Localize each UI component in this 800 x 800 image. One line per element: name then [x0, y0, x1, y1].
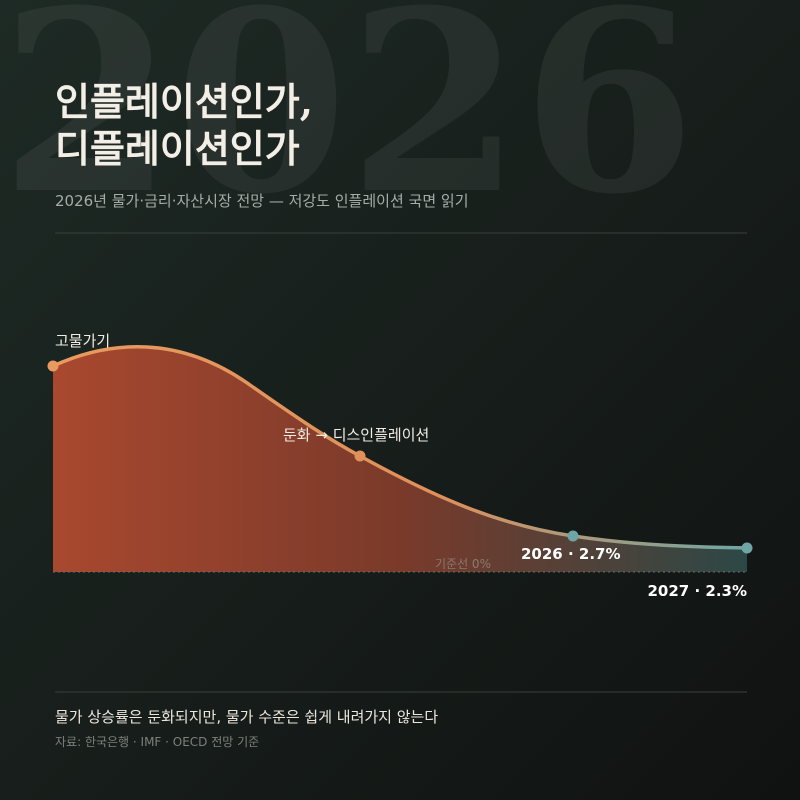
point [354, 450, 366, 462]
footer-headline: 물가 상승률은 둔화되지만, 물가 수준은 쉽게 내려가지 않는다 [55, 708, 438, 726]
title-line: 디플레이션인가 [55, 126, 300, 171]
point [567, 530, 579, 542]
point-label: 둔화 → 디스인플레이션 [283, 426, 429, 444]
curve-line [52, 345, 748, 550]
baseline-label: 기준선 0% [435, 557, 491, 571]
point-label: 고물가기 [55, 332, 110, 350]
subtitle: 2026년 물가·금리·자산시장 전망 — 저강도 인플레이션 국면 읽기 [55, 192, 469, 210]
footer-source: 자료: 한국은행 · IMF · OECD 전망 기준 [55, 734, 259, 749]
title-line: 인플레이션인가, [55, 79, 313, 124]
curve-area [53, 346, 747, 572]
point [47, 360, 59, 372]
point [741, 542, 753, 554]
background-year: 2026 [0, 0, 696, 249]
point-label: 2027 · 2.3% [648, 582, 748, 600]
point-label: 2026 · 2.7% [521, 545, 621, 563]
